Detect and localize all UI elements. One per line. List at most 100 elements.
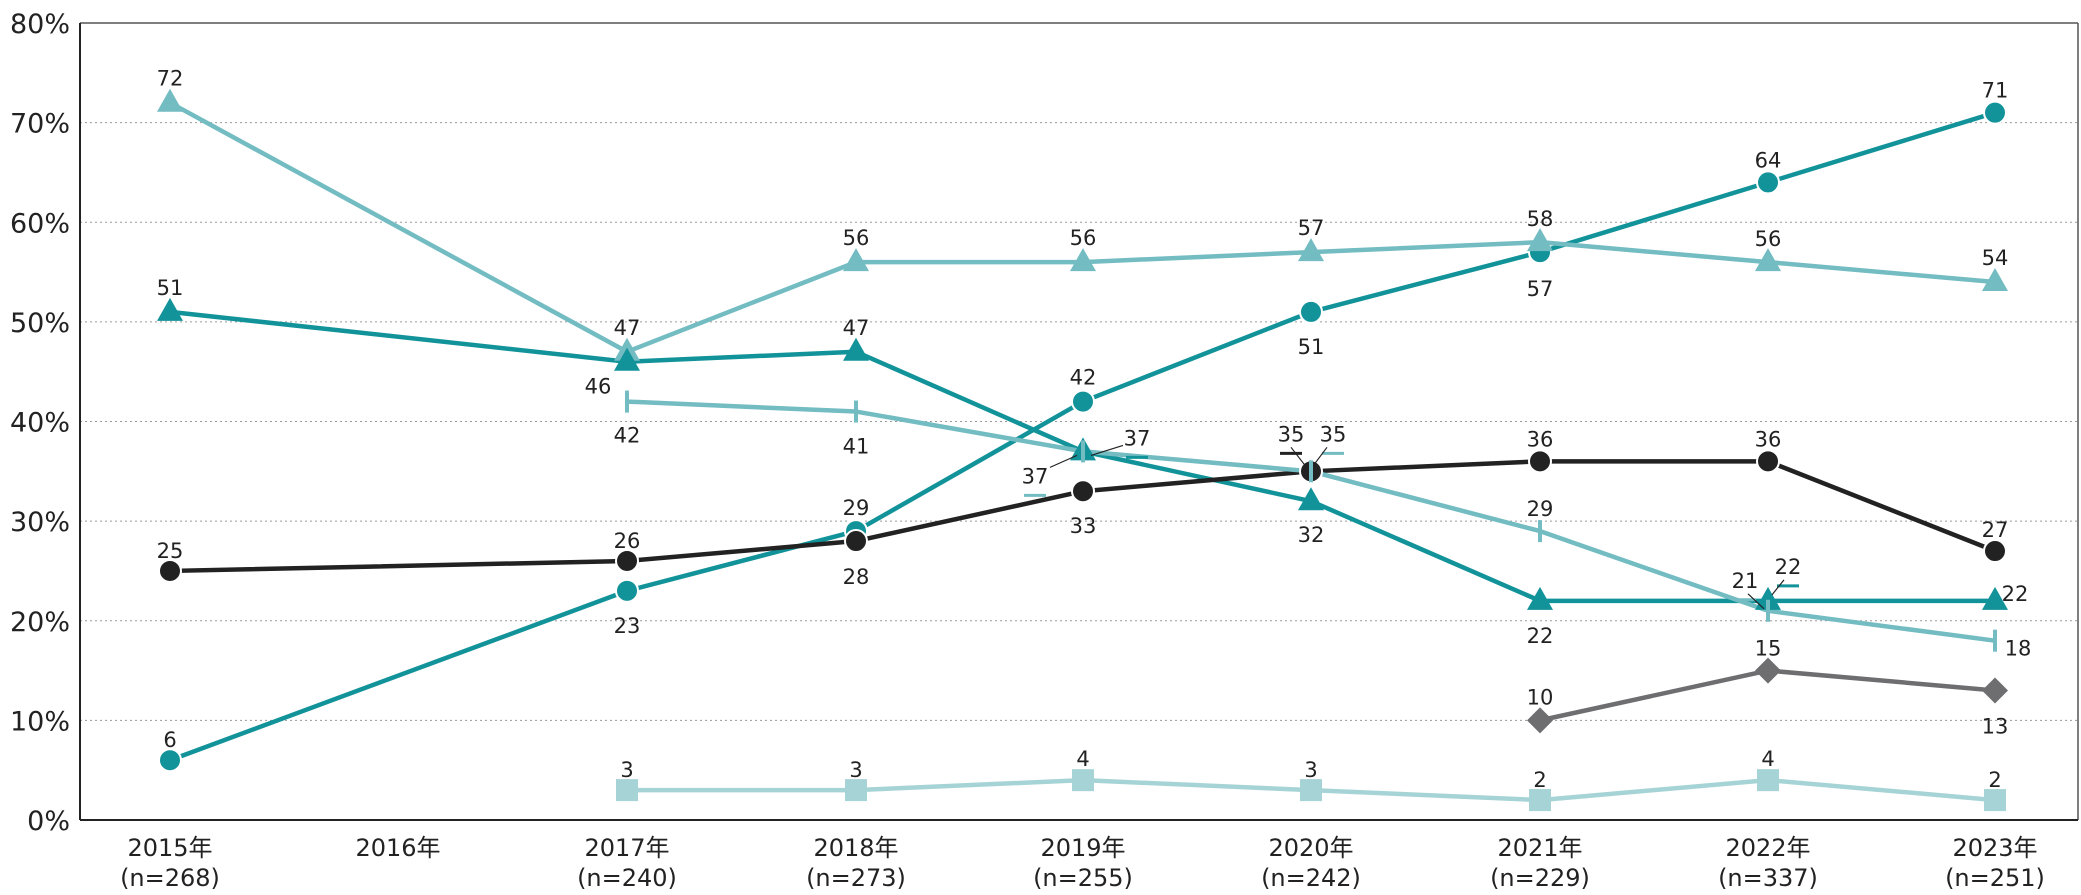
marker-teal-circle — [1071, 389, 1095, 414]
data-label-black-circle: 28 — [843, 565, 870, 589]
y-tick-label: 10% — [10, 706, 70, 737]
x-tick-label: 2018年 — [813, 834, 898, 862]
data-label-palecyan-square: 2 — [1533, 768, 1546, 792]
marker-palecyan-square — [1529, 789, 1551, 812]
series-line-black-circle — [169, 459, 1996, 574]
data-label-lightteal-triangle: 56 — [843, 226, 870, 250]
series-line-teal-circle — [169, 110, 1996, 763]
marker-lightteal-triangle — [1298, 238, 1324, 262]
data-label-palecyan-square: 4 — [1076, 747, 1089, 771]
x-tick-note: (n=268) — [120, 864, 220, 892]
data-label-lightteal-triangle: 54 — [1982, 246, 2009, 270]
series-line-lightteal-triangle — [168, 100, 1996, 355]
marker-teal-triangle — [1298, 487, 1324, 511]
marker-lightteal-triangle — [1755, 248, 1781, 272]
label-leader-line — [1314, 446, 1328, 464]
data-label-lightteal-triangle: 56 — [1755, 227, 1782, 251]
data-label-lightteal-tick: 42 — [614, 424, 641, 448]
x-tick-label: 2021年 — [1497, 834, 1582, 862]
y-tick-label: 50% — [10, 308, 70, 339]
x-tick-note: (n=337) — [1718, 864, 1818, 892]
marker-palecyan-square — [616, 779, 638, 802]
x-tick-note: (n=255) — [1033, 864, 1133, 892]
data-label-lightteal-triangle: 47 — [614, 316, 641, 340]
marker-gray-diamond — [1527, 707, 1553, 734]
data-label-black-circle: 27 — [1982, 518, 2009, 542]
data-label-teal-triangle: 51 — [157, 276, 184, 300]
marker-teal-triangle — [1982, 586, 2008, 610]
data-label-teal-circle: 29 — [843, 496, 870, 520]
data-label-teal-triangle: 46 — [585, 375, 612, 399]
marker-teal-triangle — [1755, 586, 1781, 610]
data-label-teal-triangle: 47 — [843, 316, 870, 340]
marker-teal-circle — [158, 748, 182, 773]
data-label-palecyan-square: 3 — [1304, 758, 1317, 782]
data-label-lightteal-triangle: 58 — [1527, 207, 1554, 231]
data-label-black-circle: 25 — [157, 539, 184, 563]
data-label-teal-triangle: 37 — [1124, 426, 1151, 450]
series-line-teal-triangle — [169, 309, 1995, 604]
marker-gray-diamond — [1755, 657, 1781, 684]
marker-lightteal-triangle — [1982, 268, 2008, 292]
x-tick-label: 2022年 — [1725, 834, 1810, 862]
x-tick-note: (n=273) — [806, 864, 906, 892]
marker-lightteal-triangle — [1070, 248, 1096, 272]
marker-teal-triangle — [157, 297, 183, 321]
y-tick-label: 60% — [10, 208, 70, 239]
marker-palecyan-square — [1072, 769, 1094, 792]
data-label-teal-triangle: 22 — [1775, 555, 1802, 579]
x-tick-note: (n=251) — [1945, 864, 2045, 892]
y-tick-label: 80% — [10, 9, 70, 40]
y-tick-label: 30% — [10, 507, 70, 538]
x-tick-label: 2016年 — [355, 834, 440, 862]
data-label-black-circle: 26 — [614, 529, 641, 553]
data-label-lightteal-triangle: 72 — [157, 67, 184, 91]
data-label-black-circle: 33 — [1070, 514, 1097, 538]
label-leader-line — [1771, 579, 1785, 596]
data-label-lightteal-tick: 35 — [1320, 422, 1347, 446]
label-leader-line — [1049, 454, 1078, 468]
marker-teal-circle — [1756, 170, 1780, 195]
y-tick-label: 0% — [27, 806, 70, 837]
x-tick-label: 2020年 — [1268, 834, 1353, 862]
marker-gray-diamond — [1982, 677, 2008, 704]
data-label-teal-triangle: 32 — [1298, 523, 1325, 547]
marker-teal-circle — [1983, 100, 2007, 125]
data-label-lightteal-triangle: 56 — [1070, 226, 1097, 250]
data-label-black-circle: 36 — [1755, 427, 1782, 451]
data-label-teal-triangle: 22 — [1527, 624, 1554, 648]
data-label-teal-circle: 64 — [1755, 148, 1782, 172]
y-tick-label: 20% — [10, 607, 70, 638]
marker-black-circle — [1528, 449, 1552, 474]
y-tick-label: 40% — [10, 408, 70, 439]
data-label-gray-diamond: 13 — [1982, 714, 2009, 738]
data-label-black-circle: 36 — [1527, 427, 1554, 451]
x-tick-label: 2017年 — [584, 834, 669, 862]
data-label-gray-diamond: 15 — [1755, 637, 1782, 661]
marker-palecyan-square — [1757, 769, 1779, 792]
x-tick-label: 2015年 — [127, 834, 212, 862]
x-tick-label: 2019年 — [1040, 834, 1125, 862]
marker-black-circle — [1756, 449, 1780, 474]
marker-teal-circle — [1299, 299, 1323, 324]
data-label-teal-circle: 51 — [1298, 335, 1325, 359]
data-label-gray-diamond: 10 — [1527, 685, 1554, 709]
data-label-teal-circle: 71 — [1982, 79, 2009, 103]
data-label-palecyan-square: 3 — [849, 758, 862, 782]
marker-palecyan-square — [1984, 789, 2006, 812]
label-leader-line — [1090, 444, 1124, 456]
label-leader-line — [1747, 593, 1765, 610]
x-tick-label: 2023年 — [1952, 834, 2037, 862]
data-label-lightteal-tick: 18 — [2005, 637, 2032, 661]
x-tick-note: (n=240) — [577, 864, 677, 892]
data-label-palecyan-square: 3 — [620, 758, 633, 782]
data-label-palecyan-square: 2 — [1988, 768, 2001, 792]
marker-lightteal-triangle — [157, 88, 183, 112]
x-tick-note: (n=229) — [1490, 864, 1590, 892]
data-label-teal-circle: 23 — [614, 614, 641, 638]
marker-teal-circle — [615, 578, 639, 603]
data-label-teal-triangle: 22 — [2002, 582, 2029, 606]
label-leader-line — [1290, 446, 1306, 466]
data-label-palecyan-square: 4 — [1761, 747, 1774, 771]
